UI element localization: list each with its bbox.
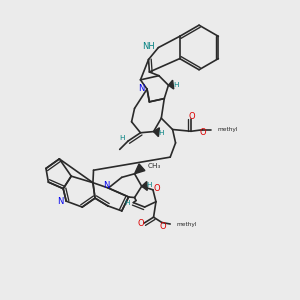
Text: O: O xyxy=(137,219,144,228)
Text: CH₃: CH₃ xyxy=(147,163,161,169)
Text: O: O xyxy=(189,112,196,121)
Text: N: N xyxy=(138,84,144,93)
Text: H: H xyxy=(124,200,130,206)
Text: O: O xyxy=(199,128,206,137)
Text: NH: NH xyxy=(142,42,155,51)
Text: H: H xyxy=(147,182,152,188)
Text: N: N xyxy=(57,196,63,206)
Text: methyl: methyl xyxy=(217,127,238,132)
Text: H: H xyxy=(119,135,125,141)
Text: O: O xyxy=(159,222,166,231)
Text: H: H xyxy=(158,130,164,136)
Text: N: N xyxy=(103,181,109,190)
Polygon shape xyxy=(168,80,174,89)
Text: H: H xyxy=(173,82,178,88)
Text: O: O xyxy=(153,184,160,193)
Polygon shape xyxy=(134,164,145,174)
Polygon shape xyxy=(142,182,147,190)
Text: methyl: methyl xyxy=(176,222,197,227)
Polygon shape xyxy=(154,128,159,136)
